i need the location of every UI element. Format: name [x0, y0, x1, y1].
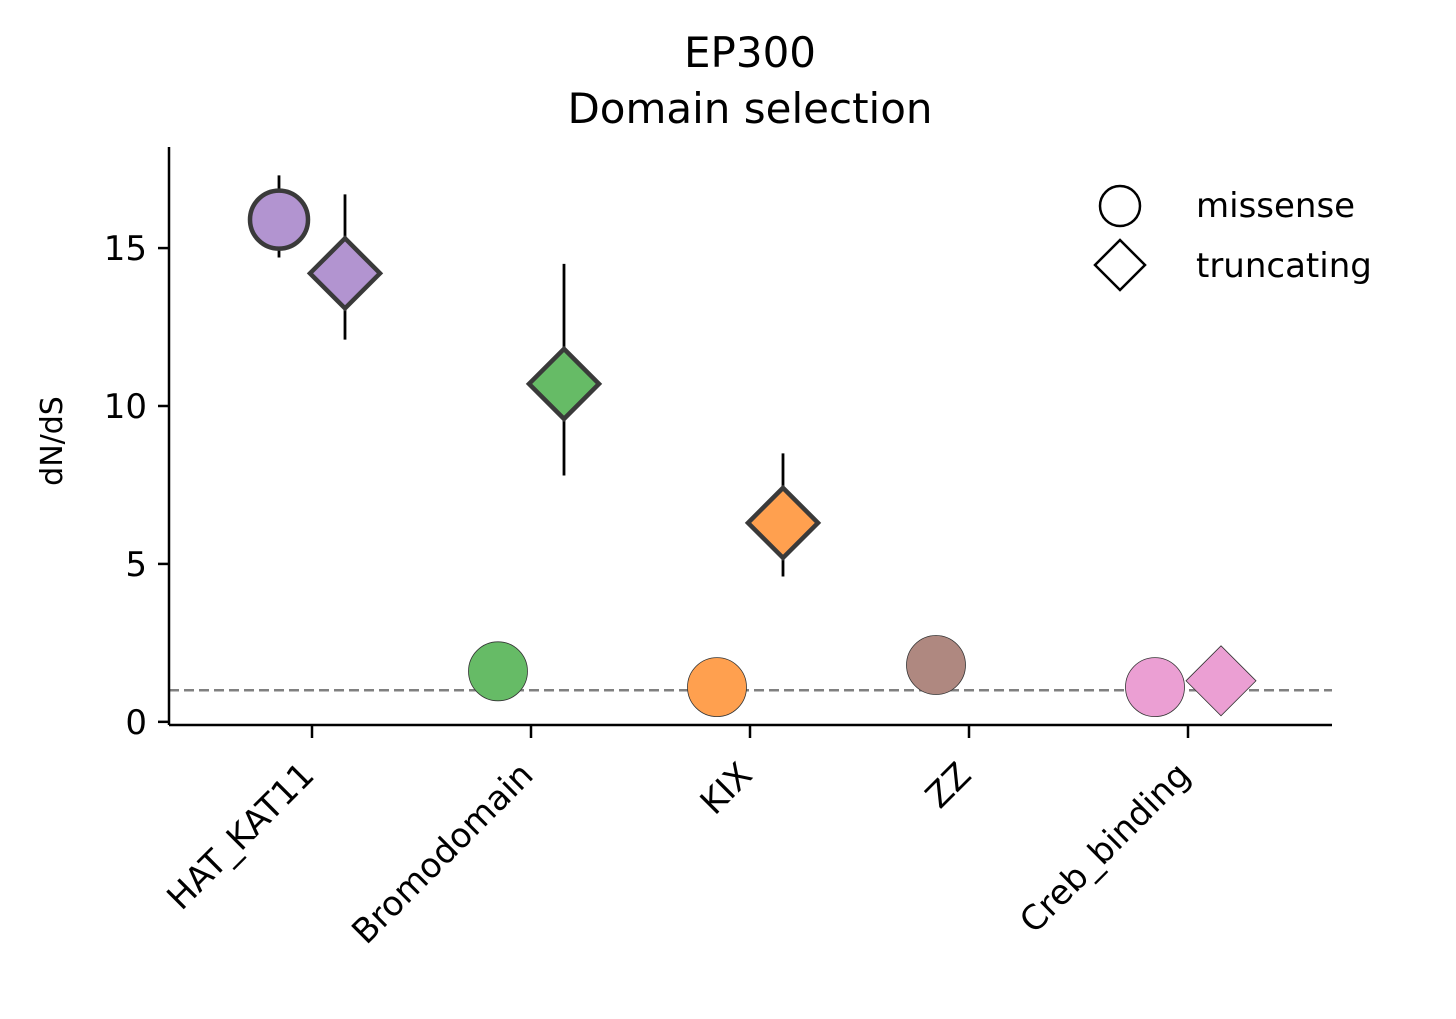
marker-truncating-creb-binding	[1185, 645, 1257, 717]
legend: missense truncating	[1093, 184, 1372, 292]
legend-truncating-marker	[1093, 238, 1147, 292]
legend-missense-label: missense	[1196, 186, 1355, 226]
x-tick-label-zz: ZZ	[918, 755, 979, 816]
chart-title-line-2: Domain selection	[567, 84, 932, 133]
y-tick-label: 15	[104, 229, 147, 269]
axes	[167, 147, 1332, 727]
x-tick-label-bromodomain: Bromodomain	[344, 755, 541, 952]
chart-title-line-1: EP300	[684, 28, 816, 77]
marker-truncating-hat-kat11	[306, 235, 384, 312]
x-tick-label-hat-kat11: HAT_KAT11	[160, 755, 323, 918]
y-tick-label: 5	[125, 545, 147, 585]
x-tick-label-creb-binding: Creb_binding	[1012, 755, 1198, 941]
y-ticks: 0 5 10 15	[104, 229, 169, 743]
marker-missense-zz	[906, 635, 966, 695]
marker-truncating-kix	[744, 484, 822, 562]
data-marks	[247, 175, 1257, 717]
x-tick-label-kix: KIX	[693, 755, 761, 823]
y-tick-label: 10	[104, 387, 147, 427]
legend-truncating-label: truncating	[1196, 246, 1372, 286]
legend-missense-marker	[1098, 184, 1142, 228]
marker-truncating-bromodomain	[525, 345, 603, 423]
marker-missense-kix	[687, 657, 747, 717]
marker-missense-hat-kat11	[247, 188, 311, 251]
chart-title: EP300 Domain selection	[567, 28, 932, 133]
y-axis-label: dN/dS	[35, 396, 70, 486]
y-tick-label: 0	[125, 703, 147, 743]
marker-missense-creb-binding	[1125, 657, 1185, 717]
x-ticks: HAT_KAT11 Bromodomain KIX ZZ Creb_binding	[160, 725, 1198, 952]
marker-missense-bromodomain	[468, 641, 528, 702]
